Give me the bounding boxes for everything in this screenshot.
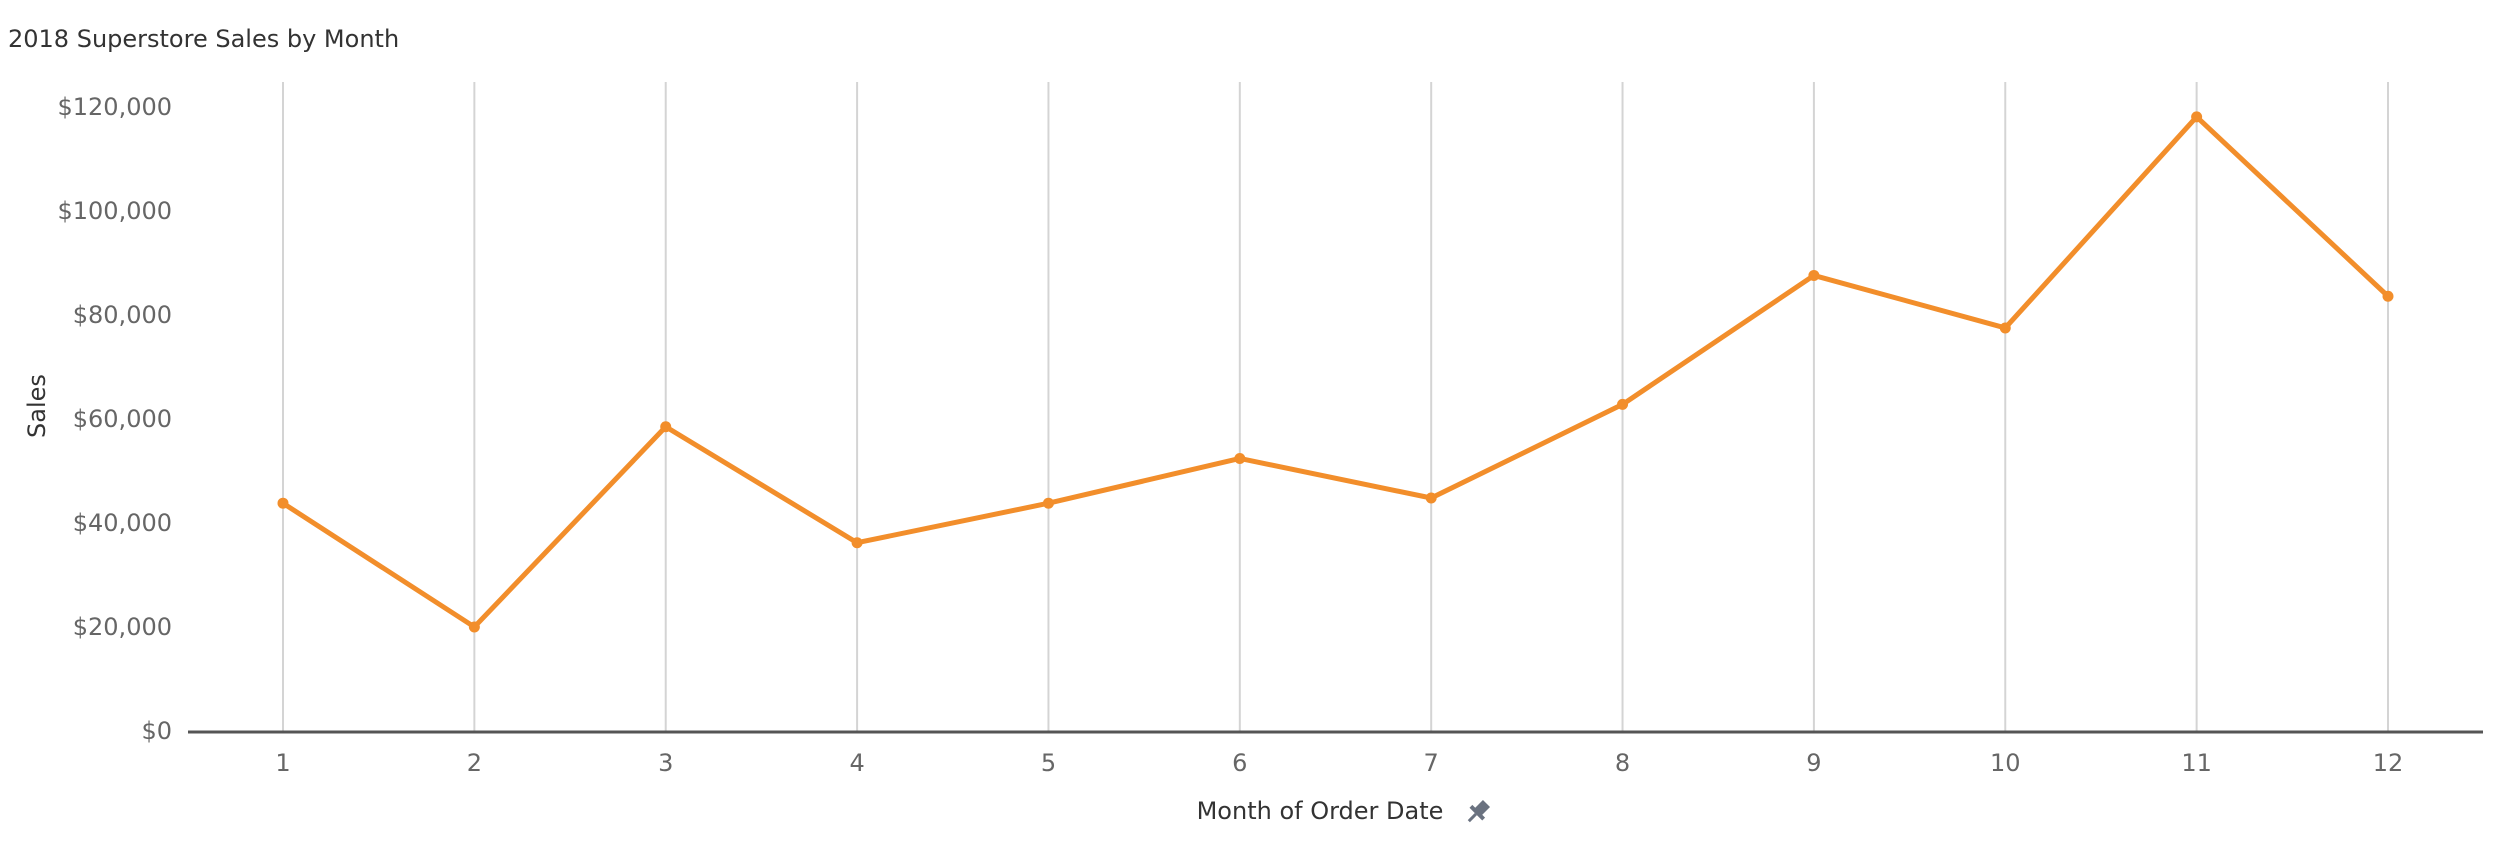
data-point bbox=[277, 497, 289, 509]
series-line bbox=[281, 114, 2390, 630]
x-tick-label: 12 bbox=[2373, 749, 2404, 777]
data-point bbox=[2382, 290, 2394, 302]
data-point bbox=[851, 537, 863, 549]
x-tick-label: 7 bbox=[1424, 749, 1439, 777]
y-axis-title: Sales bbox=[23, 374, 51, 438]
y-tick-label: $100,000 bbox=[57, 197, 172, 225]
y-tick-label: $60,000 bbox=[73, 405, 172, 433]
data-point bbox=[1808, 269, 1820, 281]
y-tick-label: $0 bbox=[141, 717, 172, 745]
chart-title: 2018 Superstore Sales by Month bbox=[8, 25, 399, 53]
y-tick-label: $20,000 bbox=[73, 613, 172, 641]
data-point bbox=[1042, 497, 1054, 509]
x-tick-label: 5 bbox=[1041, 749, 1056, 777]
data-point bbox=[468, 621, 480, 633]
data-point bbox=[1617, 398, 1629, 410]
data-point bbox=[1999, 322, 2011, 334]
x-tick-label: 8 bbox=[1615, 749, 1630, 777]
data-point bbox=[1425, 492, 1437, 504]
x-tick-label: 1 bbox=[275, 749, 290, 777]
data-point bbox=[2191, 111, 2203, 123]
x-tick-label: 11 bbox=[2181, 749, 2212, 777]
x-axis-title: Month of Order Date bbox=[1197, 797, 1444, 825]
x-tick-label: 2 bbox=[467, 749, 482, 777]
data-point bbox=[1234, 452, 1246, 464]
x-tick-label: 9 bbox=[1806, 749, 1821, 777]
data-point bbox=[660, 421, 672, 433]
x-tick-label: 6 bbox=[1232, 749, 1247, 777]
x-tick-label: 10 bbox=[1990, 749, 2021, 777]
y-tick-label: $40,000 bbox=[73, 509, 172, 537]
x-tick-label: 3 bbox=[658, 749, 673, 777]
x-tick-label: 4 bbox=[849, 749, 864, 777]
pin-icon bbox=[1467, 799, 1491, 823]
y-tick-label: $80,000 bbox=[73, 301, 172, 329]
y-tick-label: $120,000 bbox=[57, 93, 172, 121]
